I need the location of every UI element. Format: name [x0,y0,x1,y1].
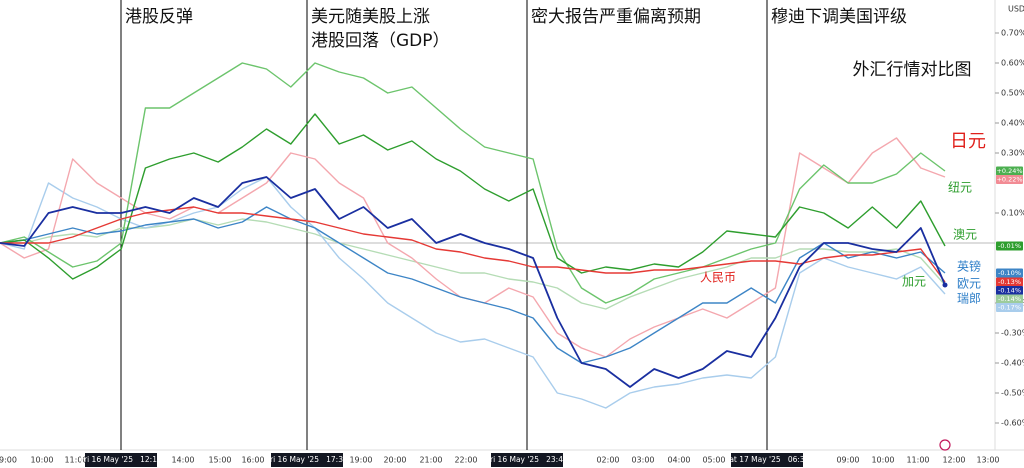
y-tick-label: 0.60% [1001,59,1024,68]
currency: USD [1008,5,1024,14]
series-line [0,176,946,409]
x-tick-label: 13:00 [976,456,999,465]
price-tag-label: +0.22% [996,176,1022,184]
y-tick-label: 0.40% [1001,119,1024,128]
series-line [0,206,946,283]
legend-label: 澳元 [953,228,977,242]
x-tick-label: 04:00 [667,456,690,465]
event-annotation: 港股回落（GDP） [311,31,450,51]
event-annotation: 密大报告严重偏离预期 [531,7,701,27]
x-tick-label: 05:00 [702,456,725,465]
x-tick-label: 12:00 [942,456,965,465]
y-tick-label: -0.40% [1001,359,1024,368]
legend-label: 日元 [950,131,986,152]
series-line [0,206,946,364]
y-tick-label: -0.30% [1001,329,1024,338]
price-tag-label: -0.10% [998,269,1021,277]
x-tick-label: 22:00 [454,456,477,465]
price-tag [996,175,1023,184]
x-tick-label: 10:00 [30,456,53,465]
x-tick-label: 11:00 [906,456,929,465]
series-line [0,176,946,388]
event-time: Sat 17 May '25 06:30 [725,455,810,464]
legend-label: 纽元 [948,181,972,195]
price-tag [996,241,1023,251]
event-time: Fri 16 May '25 23:45 [486,455,568,464]
y-tick-label: 0.30% [1001,149,1024,158]
legend-label: 人民币 [700,271,736,285]
price-tag [996,166,1023,176]
price-tag [996,286,1023,295]
y-tick-label: -0.50% [1001,389,1024,398]
x-tick-label: 21:00 [419,456,442,465]
series-line [0,62,946,304]
x-tick-label: 20:00 [383,456,406,465]
chart-title: 外汇行情对比图 [853,60,972,80]
icon[interactable] [939,439,951,451]
price-tag [996,303,1023,312]
price-tag [996,294,1023,304]
series-line [0,113,946,280]
legend-label: 英镑 [957,259,981,274]
legend-label: 加元 [902,275,926,289]
legend-label: 瑞郎 [957,292,981,306]
x-tick-label: 16:00 [241,456,264,465]
y-tick-label: 0.50% [1001,89,1024,98]
x-tick-label: 10:00 [871,456,894,465]
event-time: Fri 16 May '25 17:30 [266,455,348,464]
event-time-box [731,453,803,467]
x-tick-label: 09:00 [836,456,859,465]
legend-label: 欧元 [957,277,981,291]
price-tag [996,268,1023,278]
y-tick-label: 0.70% [1001,29,1024,38]
event-time-box [491,453,563,467]
event-time-box [271,453,343,467]
y-tick-label: 0.10% [1001,209,1024,218]
price-tag-label: -0.17% [998,304,1021,312]
price-tag [996,277,1023,287]
price-tag-label: -0.13% [998,278,1021,286]
x-tick-label: 11:00 [64,456,87,465]
x-tick-label: 03:00 [631,456,654,465]
x-tick-label: 14:00 [171,456,194,465]
x-tick-label: 9:00 [0,456,17,465]
price-tag-label: -0.14% [998,287,1021,295]
event-annotation: 美元随美股上涨 [311,7,430,27]
event-annotation: 港股反弹 [125,7,193,27]
series-line [0,218,946,310]
event-annotation: 穆迪下调美国评级 [771,7,907,27]
x-tick-label: 02:00 [596,456,619,465]
x-tick-label: 19:00 [349,456,372,465]
event-time: Fri 16 May '25 12:15 [80,455,162,464]
y-tick-label: -0.60% [1001,419,1024,428]
event-time-box [85,453,157,467]
x-tick-label: 15:00 [208,456,231,465]
last-point [942,282,948,288]
price-tag-label: -0.01% [998,242,1021,250]
price-tag-label: +0.24% [996,167,1022,175]
price-tag-label: -0.14% [998,295,1021,303]
